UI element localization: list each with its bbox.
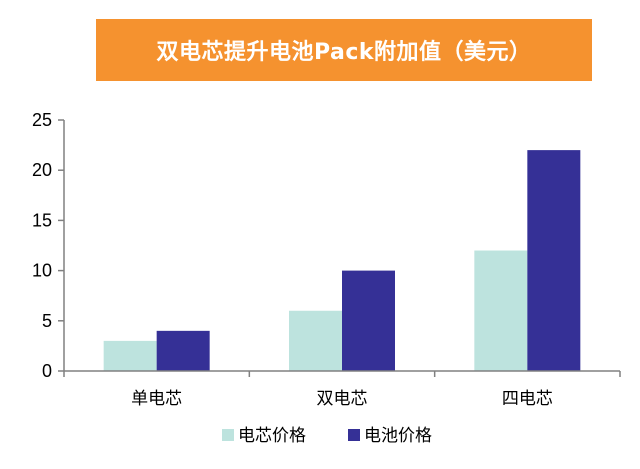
bar-cell-price-2 xyxy=(289,310,342,371)
legend-label: 电芯价格 xyxy=(238,426,306,446)
y-tick-label: 5 xyxy=(42,311,52,331)
x-category-label: 双电芯 xyxy=(317,389,368,409)
bar-cell-price-1 xyxy=(103,340,157,371)
y-tick-label: 0 xyxy=(42,361,52,381)
bar-battery-price-1 xyxy=(156,330,210,371)
legend: 电芯价格 电池价格 xyxy=(222,426,432,446)
bar-group xyxy=(103,150,581,371)
legend-label: 电池价格 xyxy=(364,426,432,446)
bar-battery-price-2 xyxy=(342,270,395,371)
y-tick-label: 25 xyxy=(32,110,52,130)
bar-cell-price-3 xyxy=(474,250,528,371)
y-tick-label: 10 xyxy=(32,261,52,281)
x-category-label: 四电芯 xyxy=(502,389,553,409)
x-axis: 单电芯 双电芯 四电芯 xyxy=(63,370,621,409)
x-category-label: 单电芯 xyxy=(131,389,182,409)
y-axis: 0 5 10 15 20 25 xyxy=(32,110,65,381)
y-tick-label: 15 xyxy=(32,210,52,230)
bar-battery-price-3 xyxy=(527,150,581,371)
legend-swatch xyxy=(348,429,360,441)
chart-title-banner: 双电芯提升电池Pack附加值（美元） xyxy=(96,19,592,81)
y-tick-label: 20 xyxy=(32,160,52,180)
legend-swatch xyxy=(222,429,234,441)
